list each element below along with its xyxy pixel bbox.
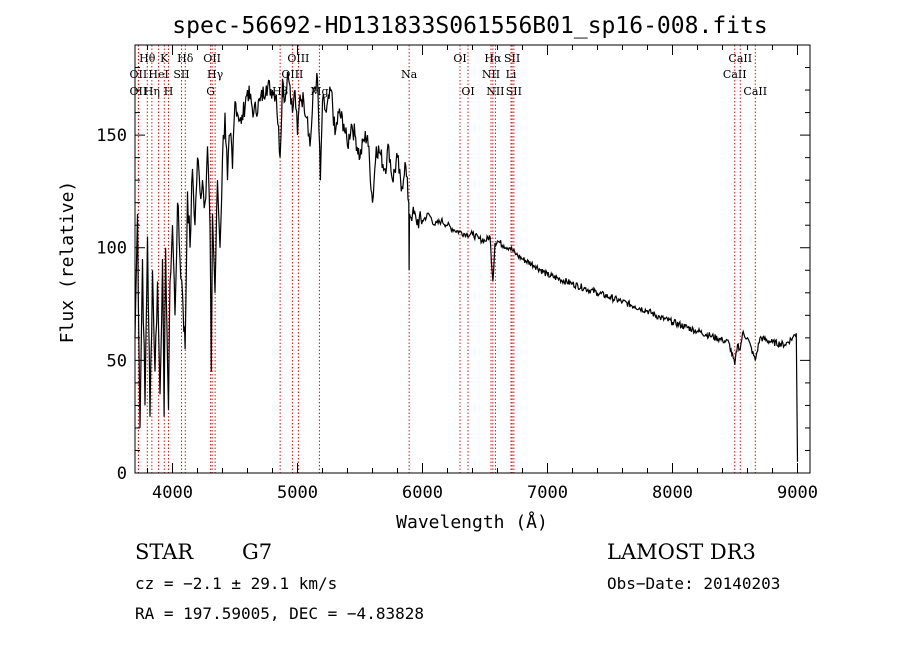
y-tick-label-3: 150	[96, 126, 127, 146]
chart-title: spec-56692-HD131833S061556B01_sp16-008.f…	[172, 13, 767, 39]
x-tick-label-5: 9000	[777, 483, 818, 503]
line-label-3: Hη	[144, 85, 160, 98]
x-tick-label-4: 8000	[652, 483, 693, 503]
line-label-20: NII	[482, 68, 500, 81]
y-tick-label-1: 50	[107, 351, 127, 371]
x-tick-label-3: 7000	[527, 483, 568, 503]
y-tick-label-2: 100	[96, 239, 127, 259]
line-label-11: G	[206, 85, 215, 98]
line-label-1: OII	[130, 68, 148, 81]
y-tick-label-0: 0	[117, 464, 127, 484]
line-label-17: OI	[453, 52, 466, 65]
line-label-8: Hδ	[177, 52, 194, 65]
y-axis-label: Flux (relative)	[57, 181, 78, 344]
x-tick-label-2: 6000	[402, 483, 443, 503]
line-label-6: H	[164, 85, 174, 98]
line-label-0: Hθ	[139, 52, 156, 65]
line-label-5: K	[160, 52, 169, 65]
object-class: STAR	[135, 540, 194, 564]
line-label-14: OIII	[287, 52, 309, 65]
line-label-21: NII	[486, 85, 504, 98]
line-label-9: OII	[203, 52, 221, 65]
line-label-25: CaII	[728, 52, 752, 65]
line-label-4: HeI	[148, 68, 168, 81]
survey-name: LAMOST DR3	[607, 540, 756, 564]
line-label-16: Na	[401, 68, 418, 81]
redshift-text: cz = −2.1 ± 29.1 km/s	[135, 574, 338, 593]
x-axis-label: Wavelength (Å)	[396, 511, 548, 533]
line-markers	[137, 45, 756, 473]
line-label-26: CaII	[723, 68, 747, 81]
line-label-27: CaII	[743, 85, 767, 98]
x-tick-label-1: 5000	[277, 483, 318, 503]
line-label-24: SII	[506, 85, 522, 98]
line-label-13: OIII	[281, 68, 303, 81]
plot-frame	[134, 44, 811, 474]
line-label-7: SII	[173, 68, 189, 81]
object-subclass: G7	[242, 540, 273, 564]
axis-ticks: 4000 5000 6000 7000 8000 9000 0 50 100 150	[96, 45, 818, 503]
x-tick-label-0: 4000	[152, 483, 193, 503]
line-label-10: Hγ	[207, 68, 224, 81]
line-label-23: Li	[506, 68, 517, 81]
line-label-18: OI	[461, 85, 474, 98]
line-label-19: Hα	[484, 52, 502, 65]
spectrum-line	[134, 71, 799, 462]
obs-date: Obs−Date: 20140203	[607, 574, 781, 593]
coordinates: RA = 197.59005, DEC = −4.83828	[135, 604, 424, 623]
line-label-22: SII	[504, 52, 520, 65]
line-label-2: OII	[130, 85, 148, 98]
